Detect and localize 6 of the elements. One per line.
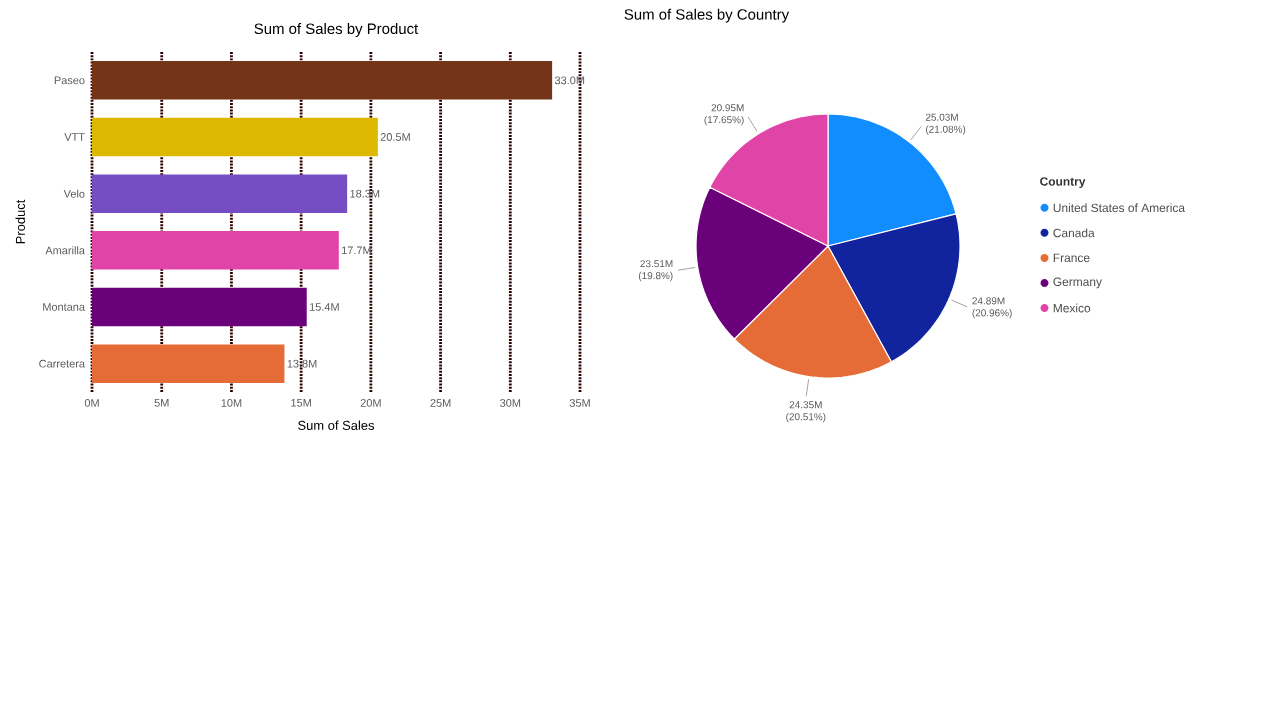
bar (92, 344, 285, 383)
bar (92, 287, 307, 327)
bar (92, 231, 339, 270)
bar (92, 61, 553, 100)
bar (92, 174, 348, 213)
bar (92, 117, 378, 157)
